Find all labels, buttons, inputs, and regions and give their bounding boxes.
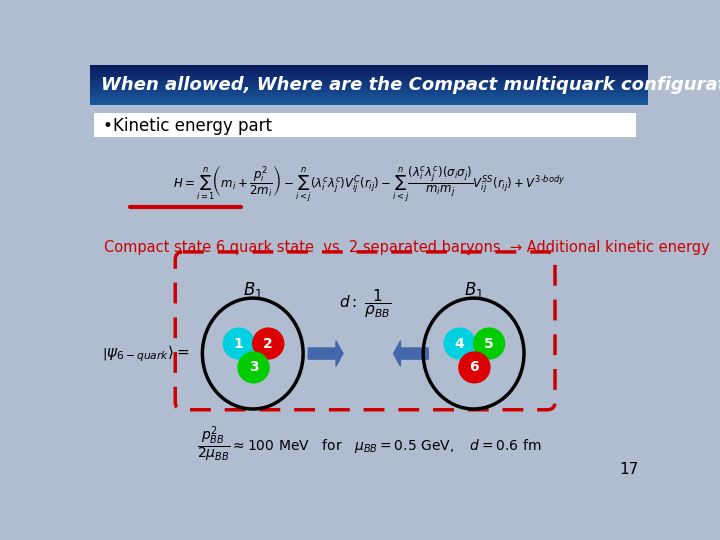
- Text: 3: 3: [248, 360, 258, 374]
- Bar: [90, 95, 648, 96]
- Bar: [90, 77, 648, 78]
- Bar: [90, 103, 648, 104]
- Bar: [90, 79, 648, 80]
- Bar: [90, 89, 648, 90]
- Bar: [90, 92, 648, 93]
- Text: $\left|\psi_{6-quark}\right\rangle =$: $\left|\psi_{6-quark}\right\rangle =$: [102, 343, 189, 364]
- Bar: [90, 104, 648, 105]
- Bar: [90, 81, 648, 82]
- Circle shape: [444, 328, 475, 359]
- Text: $H = \sum_{i=1}^{n}\!\left(m_i + \dfrac{p_i^2}{2m_i}\right) - \sum_{i<j}^{n}(\la: $H = \sum_{i=1}^{n}\!\left(m_i + \dfrac{…: [173, 165, 565, 204]
- Circle shape: [223, 328, 254, 359]
- Text: •: •: [102, 117, 112, 134]
- Text: $B_1$: $B_1$: [243, 280, 263, 300]
- Bar: [90, 91, 648, 92]
- Text: 17: 17: [619, 462, 638, 477]
- Bar: [90, 83, 648, 84]
- Bar: [90, 78, 648, 79]
- Text: $B_1$: $B_1$: [464, 280, 484, 300]
- Text: When allowed, Where are the Compact multiquark configuration?: When allowed, Where are the Compact mult…: [101, 76, 720, 94]
- Bar: [90, 102, 648, 103]
- Bar: [90, 67, 648, 68]
- Bar: [90, 85, 648, 86]
- Bar: [90, 86, 648, 87]
- Bar: [90, 75, 648, 76]
- Text: Compact state 6 quark state  vs  2 separated baryons  → Additional kinetic energ: Compact state 6 quark state vs 2 separat…: [104, 240, 710, 255]
- Bar: [90, 69, 648, 70]
- Text: 2: 2: [264, 336, 273, 350]
- Text: 5: 5: [485, 336, 494, 350]
- Bar: [90, 70, 648, 71]
- Bar: [90, 73, 648, 74]
- Bar: [90, 96, 648, 97]
- Bar: [90, 80, 648, 81]
- Bar: [90, 66, 648, 67]
- Circle shape: [474, 328, 505, 359]
- Text: 1: 1: [234, 336, 243, 350]
- Bar: [90, 88, 648, 89]
- Circle shape: [238, 352, 269, 383]
- Bar: [90, 87, 648, 88]
- Bar: [90, 99, 648, 100]
- Bar: [90, 97, 648, 98]
- Bar: [90, 65, 648, 66]
- Bar: [90, 100, 648, 101]
- Bar: [90, 94, 648, 95]
- Bar: [90, 98, 648, 99]
- Bar: [90, 82, 648, 83]
- Text: $d :\ \dfrac{1}{\rho_{BB}}$: $d :\ \dfrac{1}{\rho_{BB}}$: [339, 287, 392, 320]
- Bar: [90, 74, 648, 75]
- Bar: [90, 72, 648, 73]
- Bar: [90, 90, 648, 91]
- Text: 4: 4: [455, 336, 464, 350]
- Bar: [94, 112, 636, 137]
- Bar: [90, 71, 648, 72]
- Bar: [90, 101, 648, 102]
- Bar: [90, 68, 648, 69]
- Circle shape: [459, 352, 490, 383]
- Bar: [90, 76, 648, 77]
- Bar: [90, 84, 648, 85]
- Circle shape: [253, 328, 284, 359]
- Text: $\dfrac{p_{BB}^2}{2\mu_{BB}} \approx 100\ \mathrm{MeV}$$\quad \mathrm{for} \quad: $\dfrac{p_{BB}^2}{2\mu_{BB}} \approx 100…: [197, 424, 541, 464]
- Bar: [90, 93, 648, 94]
- Text: Kinetic energy part: Kinetic energy part: [113, 117, 272, 134]
- Text: 6: 6: [469, 360, 480, 374]
